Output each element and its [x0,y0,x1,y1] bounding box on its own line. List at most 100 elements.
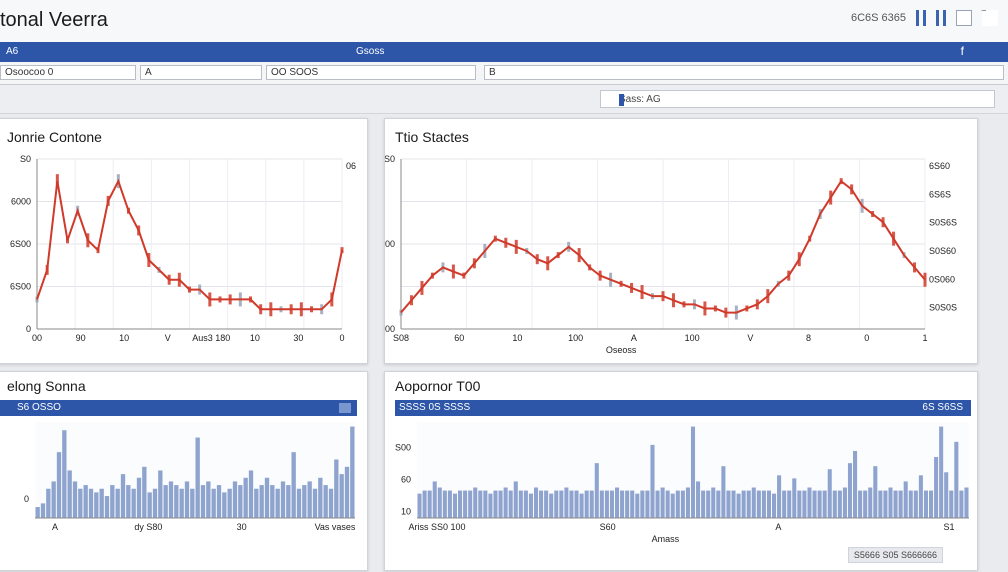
bar [468,490,473,518]
bar [62,430,67,518]
bar [589,490,594,518]
y-tick-label: S0 [385,154,395,164]
x-tick-label: S08 [393,333,409,343]
bar [954,441,959,518]
x-tick-label: 0 [339,333,344,343]
bar [432,481,437,518]
y2-tick-label: 6S6S [929,189,951,199]
x-tick-label: S1 [943,522,954,532]
menu-bar: A6 Gsoss f [0,42,1008,62]
bar [964,487,969,518]
bar [110,485,115,518]
series-line [400,179,926,314]
bar [863,490,868,518]
bar [615,487,620,518]
bar [620,490,625,518]
bar [312,488,318,518]
bar [51,481,56,518]
menu-item-center[interactable]: Gsoss [356,46,385,57]
bar [847,463,853,518]
bar [898,490,903,518]
bar [158,470,163,518]
y2-tick-label: S0S60 [929,246,956,256]
bar [67,470,72,518]
panel-band: S6 OSSO [0,400,357,416]
bar [736,493,741,518]
bar [190,488,195,518]
bar [334,459,339,518]
bar [523,490,528,518]
bar [195,437,200,518]
bar [222,492,227,518]
bar [594,463,599,518]
toolbar-field-2[interactable]: A [140,65,262,80]
bar [417,493,422,518]
bar [660,487,665,518]
y-tick-label: 60 [401,475,411,485]
bar [771,493,777,518]
split-view-icon[interactable] [916,10,926,26]
bar [655,490,660,518]
bar [564,487,569,518]
y-tick-label: 6000 [11,197,31,207]
bar [227,488,232,518]
bar [286,485,291,518]
bar [903,481,908,518]
x-tick-label: V [747,333,753,343]
band-icon[interactable] [339,403,351,413]
bar [726,490,731,518]
scroll-indicator-icon[interactable] [619,94,624,106]
menu-item-right[interactable]: f [960,44,964,58]
bar [104,496,110,518]
bar [452,493,458,518]
bar [147,492,152,518]
bar [318,477,323,518]
x-tick-label: Vas vases [315,522,356,532]
bar [797,490,802,518]
bar [94,492,99,518]
bar [944,472,949,518]
x-tick-label: dy S80 [134,522,162,532]
search-text: Sass: AG [619,94,661,105]
toolbar-field-3[interactable]: OO SOOS [266,65,476,80]
maximize-icon[interactable] [956,10,972,26]
menu-item-left[interactable]: A6 [6,46,19,57]
y-tick-label: 6S00 [10,282,31,292]
bar [458,490,463,518]
toolbar-field-4[interactable]: B [484,65,1004,80]
bar [756,490,761,518]
bar [675,490,680,518]
bar [939,426,944,518]
header-meta: 6C6S 6365 [850,12,906,24]
bar [827,469,832,518]
bar [206,481,211,518]
bar [46,488,51,518]
address-row: Sass: AG [0,85,1008,114]
bar [126,485,131,518]
bar [751,487,756,518]
plot-area [35,422,355,518]
bar [437,487,442,518]
search-input[interactable]: Sass: AG [600,90,995,108]
y2-tick-label: 6S60 [929,161,950,171]
toolbar-field-1[interactable]: Osoocoo 0 [0,65,136,80]
bar [807,487,812,518]
bar [533,487,539,518]
bar [447,490,452,518]
y2-tick-label: 06 [346,161,356,171]
bar [88,488,94,518]
bar [792,478,797,518]
bar [812,490,817,518]
bar [442,490,447,518]
close-icon[interactable]: ‾ [982,10,998,26]
bar [822,490,827,518]
series-line [36,178,343,311]
bar [680,490,685,518]
bar [817,490,822,518]
layout-icon[interactable] [936,10,946,26]
bar [498,490,503,518]
bar [493,490,498,518]
x-tick-label: 30 [237,522,247,532]
y-tick-label: 600 [385,239,395,249]
